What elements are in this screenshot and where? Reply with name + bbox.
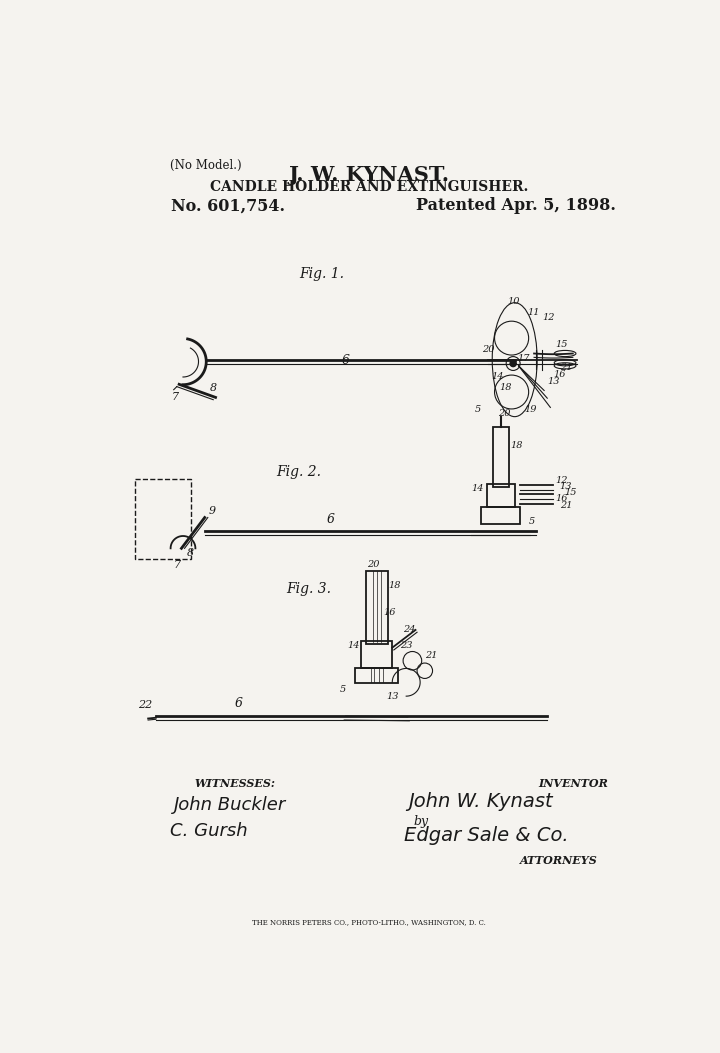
Text: 5: 5 xyxy=(528,517,535,525)
Text: 16: 16 xyxy=(555,494,567,503)
Text: J. W. KYNAST.: J. W. KYNAST. xyxy=(289,165,449,185)
Text: 13: 13 xyxy=(559,482,572,491)
Text: by: by xyxy=(414,815,429,828)
Bar xyxy=(135,479,191,559)
Text: CANDLE HOLDER AND EXTINGUISHER.: CANDLE HOLDER AND EXTINGUISHER. xyxy=(210,180,528,194)
Text: 6: 6 xyxy=(342,354,350,366)
Text: 18: 18 xyxy=(510,441,523,451)
Text: Edgar Sale & Co.: Edgar Sale & Co. xyxy=(404,826,569,845)
Text: 21: 21 xyxy=(559,363,572,373)
Text: 6: 6 xyxy=(235,697,243,710)
Text: 16: 16 xyxy=(554,370,566,379)
Text: 13: 13 xyxy=(386,692,399,701)
Text: 20: 20 xyxy=(482,345,495,354)
Text: 17: 17 xyxy=(518,354,531,363)
Bar xyxy=(493,426,508,486)
Text: 9: 9 xyxy=(209,506,216,516)
Text: 21: 21 xyxy=(425,651,437,659)
Text: Fig. 2.: Fig. 2. xyxy=(276,465,321,479)
Text: THE NORRIS PETERS CO., PHOTO-LITHO., WASHINGTON, D. C.: THE NORRIS PETERS CO., PHOTO-LITHO., WAS… xyxy=(252,918,486,926)
Text: INVENTOR: INVENTOR xyxy=(538,778,608,789)
Circle shape xyxy=(510,360,516,366)
Text: (No Model.): (No Model.) xyxy=(170,159,241,172)
Text: 12: 12 xyxy=(542,313,554,321)
Text: 8: 8 xyxy=(210,383,217,393)
Text: 14: 14 xyxy=(492,372,504,381)
Text: 24: 24 xyxy=(403,625,415,634)
Text: 22: 22 xyxy=(138,700,153,711)
Text: Fig. 3.: Fig. 3. xyxy=(286,582,331,596)
Text: C. Gursh: C. Gursh xyxy=(170,822,248,840)
Text: 6: 6 xyxy=(326,513,334,525)
Text: John W. Kynast: John W. Kynast xyxy=(408,792,552,811)
Text: 11: 11 xyxy=(527,309,539,317)
Text: 7: 7 xyxy=(171,393,179,402)
Text: WITNESSES:: WITNESSES: xyxy=(194,778,276,789)
Text: 5: 5 xyxy=(474,405,481,414)
Text: 20: 20 xyxy=(367,560,380,569)
Text: 14: 14 xyxy=(472,483,484,493)
Text: 5: 5 xyxy=(340,684,346,694)
Text: 7: 7 xyxy=(174,560,181,571)
Text: 20: 20 xyxy=(498,409,510,418)
Text: 21: 21 xyxy=(559,500,572,510)
Text: 12: 12 xyxy=(555,476,567,484)
Bar xyxy=(361,640,392,668)
Text: 8: 8 xyxy=(187,548,194,558)
Text: ATTORNEYS: ATTORNEYS xyxy=(520,855,598,866)
Bar xyxy=(487,483,515,506)
Text: 15: 15 xyxy=(555,340,567,350)
Text: No. 601,754.: No. 601,754. xyxy=(171,197,285,214)
Bar xyxy=(482,506,520,523)
Text: 18: 18 xyxy=(499,383,512,393)
Text: 23: 23 xyxy=(400,640,413,650)
Text: 10: 10 xyxy=(507,297,519,306)
Bar xyxy=(366,571,387,643)
Text: 16: 16 xyxy=(383,608,395,617)
Text: 19: 19 xyxy=(524,405,536,414)
Text: 15: 15 xyxy=(564,489,577,497)
Text: Patented Apr. 5, 1898.: Patented Apr. 5, 1898. xyxy=(415,197,616,214)
Bar xyxy=(355,668,398,683)
Text: 18: 18 xyxy=(388,581,401,591)
Text: Fig. 1.: Fig. 1. xyxy=(300,267,344,281)
Text: 13: 13 xyxy=(547,377,559,386)
Text: John Buckler: John Buckler xyxy=(174,796,286,814)
Text: 14: 14 xyxy=(347,640,360,650)
